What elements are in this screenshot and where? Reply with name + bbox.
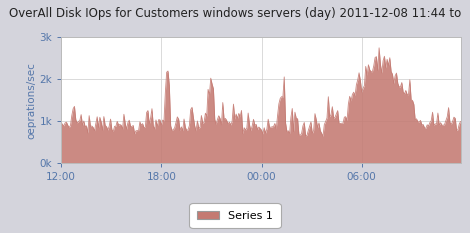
Legend: Series 1: Series 1	[193, 206, 277, 225]
Text: OverAll Disk IOps for Customers windows servers (day) 2011-12-08 11:44 to: OverAll Disk IOps for Customers windows …	[9, 7, 461, 20]
Y-axis label: oeprations/sec: oeprations/sec	[26, 62, 37, 139]
